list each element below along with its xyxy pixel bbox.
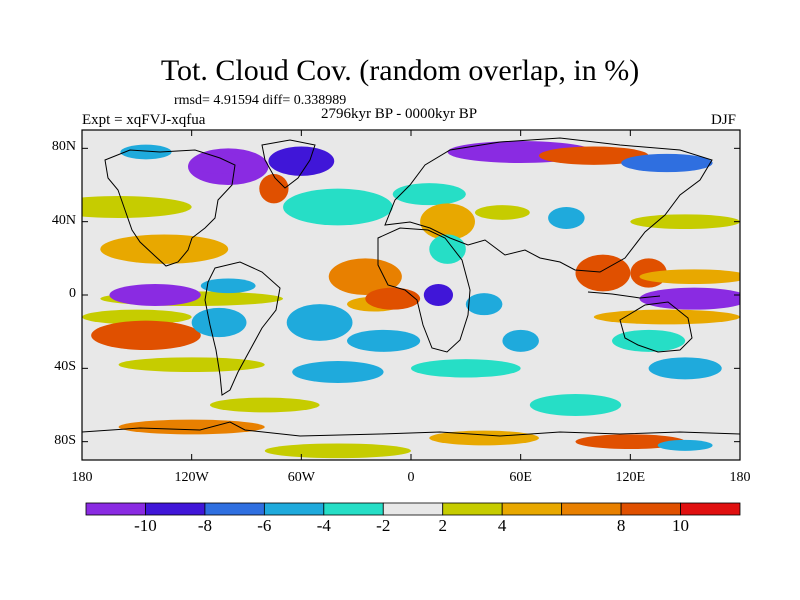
anomaly-region (118, 419, 265, 435)
colorbar-label: 2 (438, 516, 447, 535)
colorbar-label: -2 (376, 516, 391, 535)
anomaly-region (392, 183, 466, 206)
anomaly-region (200, 278, 256, 294)
anomaly-region (529, 394, 622, 416)
y-tick-label: 80N (51, 139, 76, 155)
colorbar-bin (382, 502, 444, 516)
anomaly-region (82, 196, 192, 218)
x-tick-label: 120E (615, 470, 646, 485)
anomaly-region (100, 234, 229, 264)
anomaly-region (268, 146, 335, 176)
anomaly-region (630, 214, 740, 229)
colorbar-label: 10 (672, 516, 690, 535)
stats-text: rmsd= 4.91594 diff= 0.338989 (174, 93, 347, 108)
anomaly-region (118, 357, 265, 372)
colorbar-label: 4 (497, 516, 507, 535)
anomaly-layer (82, 141, 740, 459)
coastline-australia (619, 301, 693, 353)
colorbar-bin (620, 502, 681, 516)
anomaly-region (548, 207, 585, 229)
y-tick-label: 40N (51, 212, 76, 228)
anomaly-region (429, 430, 539, 446)
x-tick-label: 180 (729, 470, 751, 485)
anomaly-region (347, 329, 421, 352)
anomaly-region (209, 397, 320, 413)
anomaly-region (292, 361, 384, 383)
x-tick-label: 60E (509, 470, 532, 485)
colorbar (85, 502, 741, 516)
anomaly-region (639, 287, 740, 310)
y-tick-label: 40S (54, 359, 76, 375)
colorbar-label: -4 (316, 516, 331, 535)
coastline-maritime (587, 291, 661, 299)
colorbar-bin (680, 502, 741, 516)
anomaly-region (286, 304, 353, 341)
coastline-africa (377, 227, 471, 353)
anomaly-region (575, 254, 631, 292)
colorbar-bin (85, 502, 146, 516)
anomaly-region (612, 329, 686, 352)
anomaly-region (120, 144, 172, 160)
anomaly-region (502, 329, 539, 352)
colorbar-label: 8 (616, 516, 626, 535)
x-tick-label: 0 (407, 470, 415, 485)
anomaly-region (621, 153, 713, 173)
anomaly-region (538, 146, 649, 165)
y-tick-label: 0 (69, 286, 76, 301)
coastline-antarctica (82, 421, 740, 437)
colorbar-label: -10 (134, 516, 157, 535)
anomaly-region (429, 234, 466, 264)
colorbar-bin (501, 502, 563, 516)
season-label: DJF (711, 112, 737, 128)
coastline-eurasia (384, 137, 713, 273)
colorbar-label: -6 (257, 516, 272, 535)
coastline-greenland (261, 139, 316, 189)
anomaly-region (91, 320, 201, 351)
anomaly-region (109, 284, 201, 306)
y-tick-label: 80S (54, 432, 76, 448)
anomaly-region (411, 359, 521, 378)
anomaly-region (575, 434, 686, 449)
anomaly-region (420, 203, 475, 241)
x-tick-label: 120W (174, 470, 209, 485)
anomaly-region (264, 443, 411, 459)
anomaly-region (423, 284, 454, 306)
coastline-layer (82, 137, 740, 437)
experiment-label: Expt = xqFVJ-xqfua (82, 112, 206, 128)
axis-ticks (81, 130, 741, 460)
colorbar-bin (561, 502, 622, 516)
colorbar-label: -8 (197, 516, 212, 535)
anomaly-region (648, 357, 722, 380)
anomaly-region (593, 309, 740, 325)
anomaly-region (82, 309, 192, 325)
anomaly-region (328, 258, 402, 295)
anomaly-region (193, 152, 245, 174)
colorbar-bin (442, 502, 503, 516)
coastline-north-america (104, 149, 236, 267)
colorbar-bin (263, 502, 325, 516)
anomaly-region (657, 439, 713, 451)
colorbar-bin (145, 502, 206, 516)
anomaly-region (474, 205, 530, 220)
anomaly-region (365, 287, 421, 310)
period-label: 2796kyr BP - 0000kyr BP (321, 106, 478, 122)
anomaly-region (259, 174, 289, 204)
chart-title: Tot. Cloud Cov. (random overlap, in %) (160, 54, 640, 87)
coastline-south-america (204, 261, 281, 396)
x-tick-label: 180 (71, 470, 93, 485)
anomaly-region (283, 188, 393, 226)
anomaly-region (639, 269, 740, 284)
colorbar-bin (204, 502, 265, 516)
anomaly-region (465, 293, 503, 316)
colorbar-bin (323, 502, 384, 516)
x-tick-label: 60W (287, 470, 315, 485)
anomaly-region (191, 307, 247, 338)
